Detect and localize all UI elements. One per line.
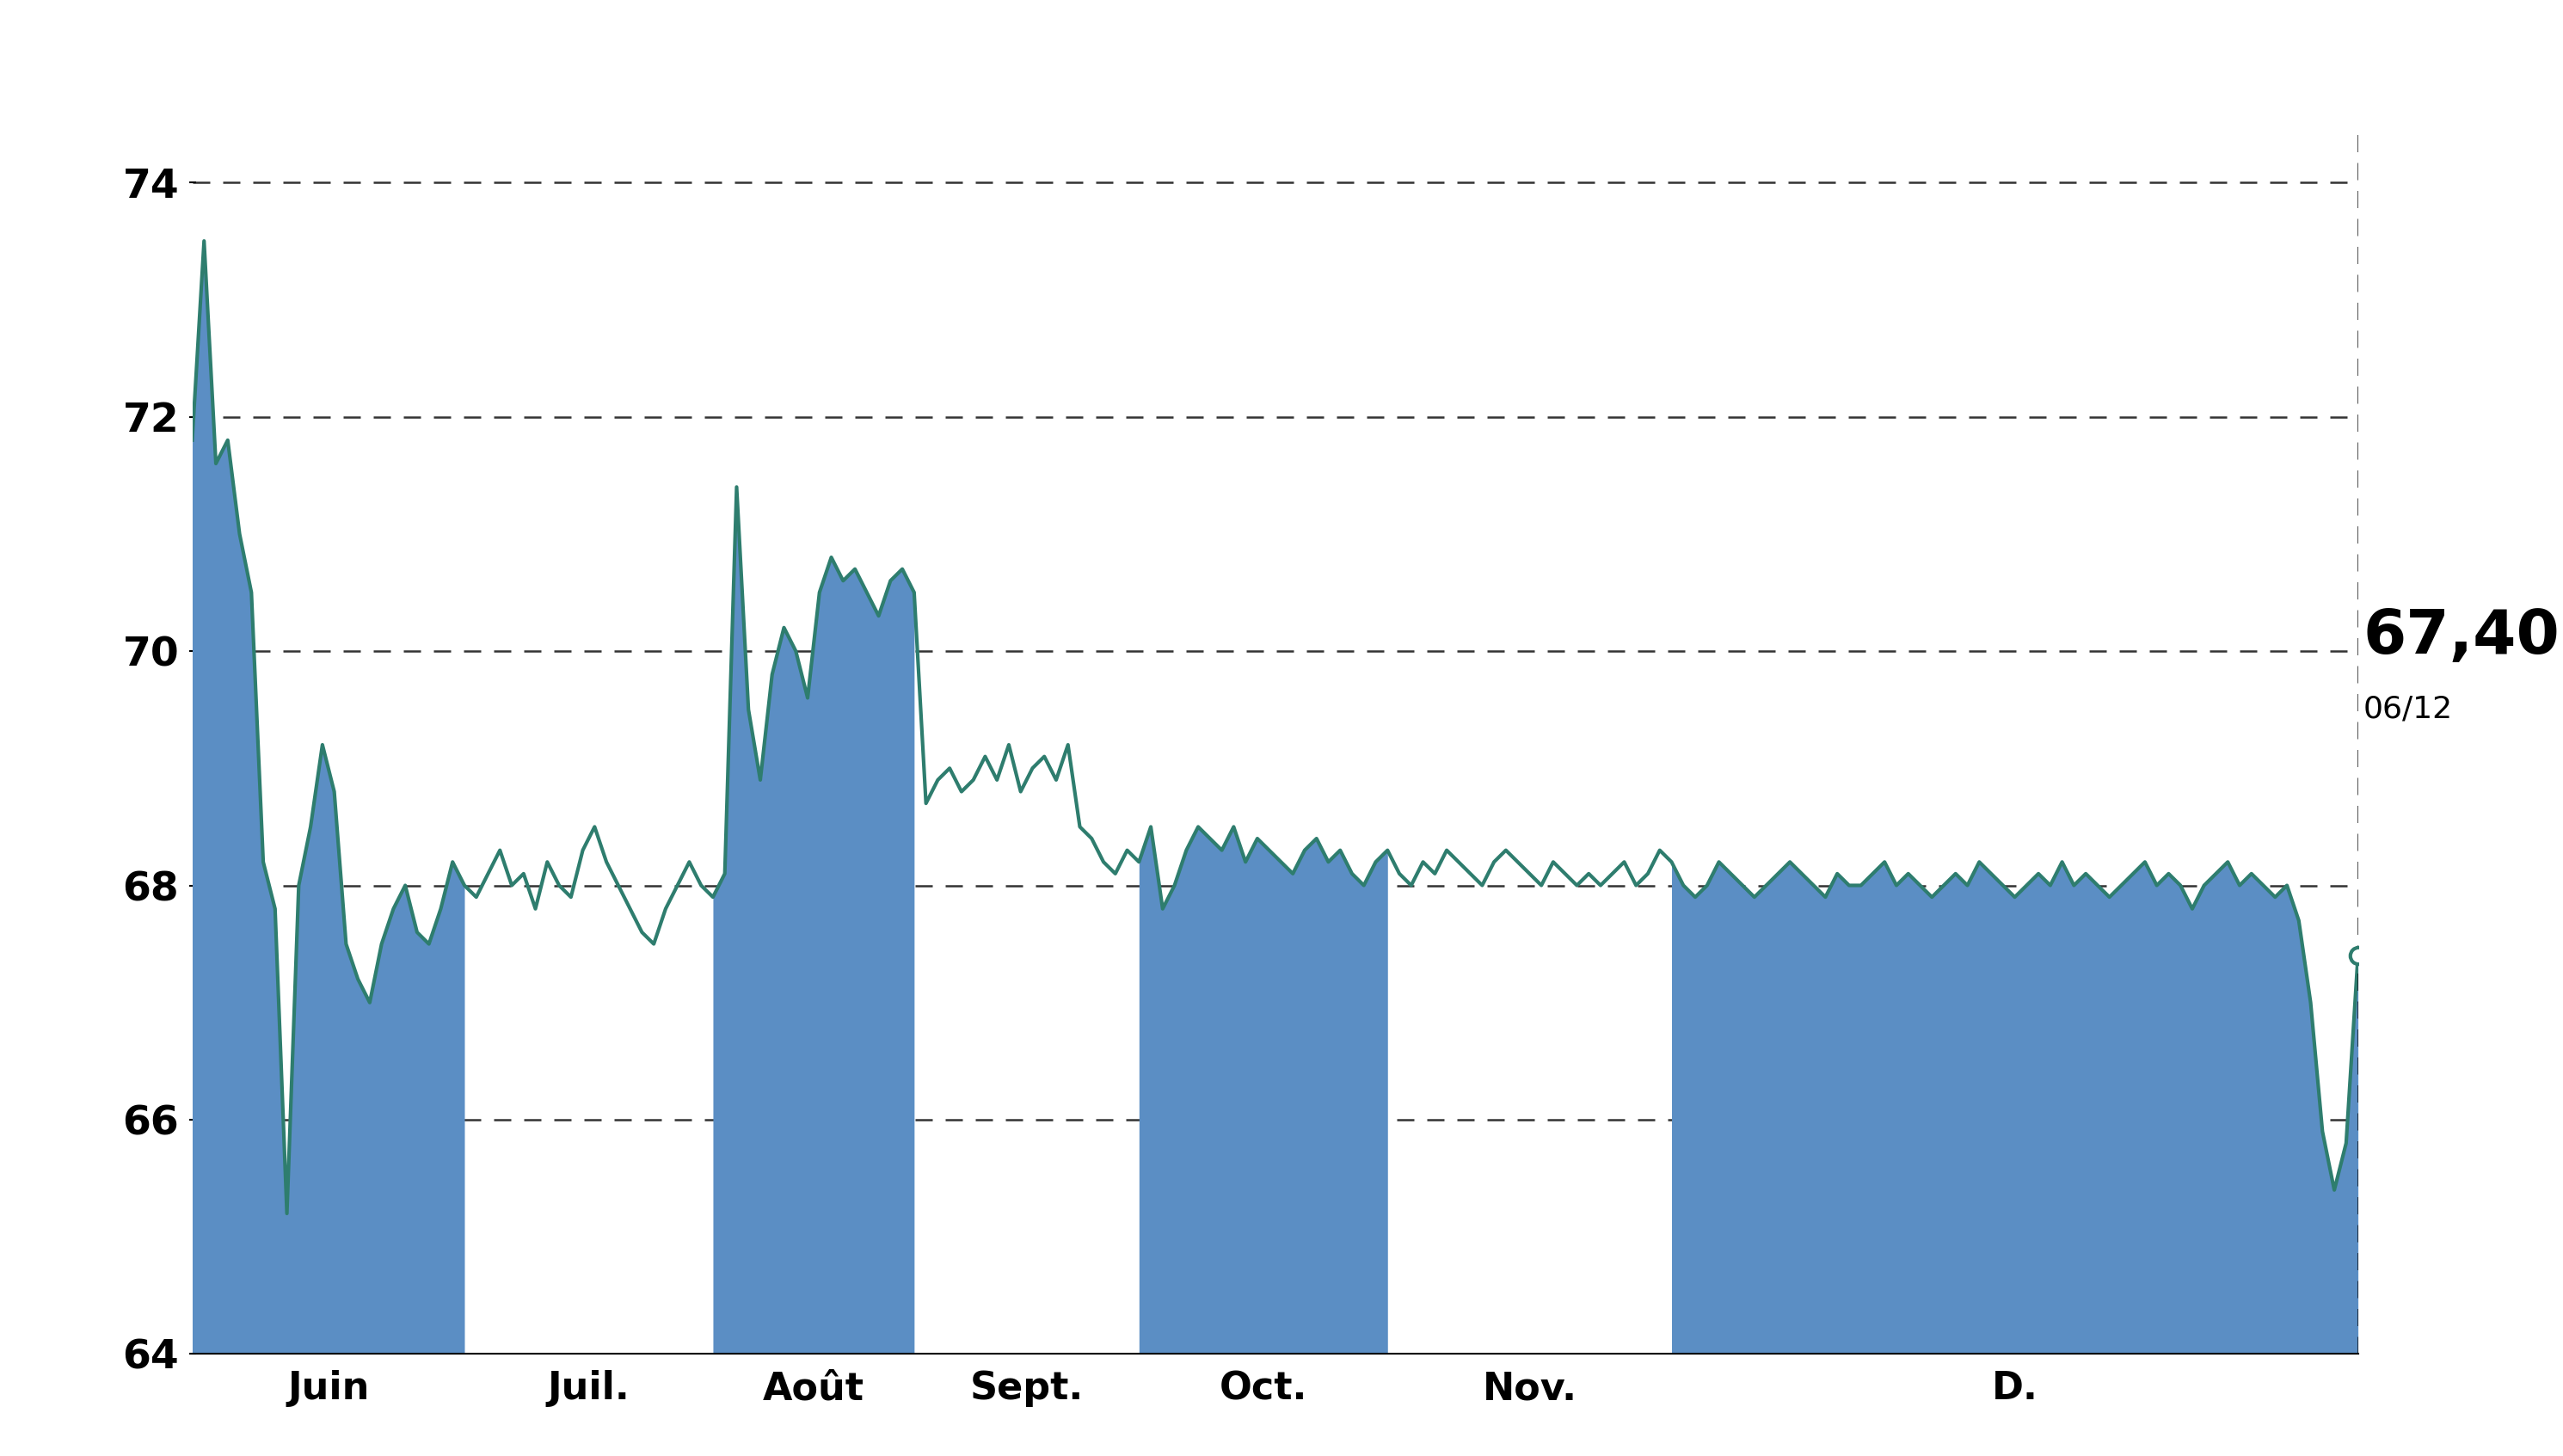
Text: IDI: IDI <box>1207 9 1356 100</box>
Text: 06/12: 06/12 <box>2363 695 2453 724</box>
Text: 67,40: 67,40 <box>2363 607 2560 667</box>
